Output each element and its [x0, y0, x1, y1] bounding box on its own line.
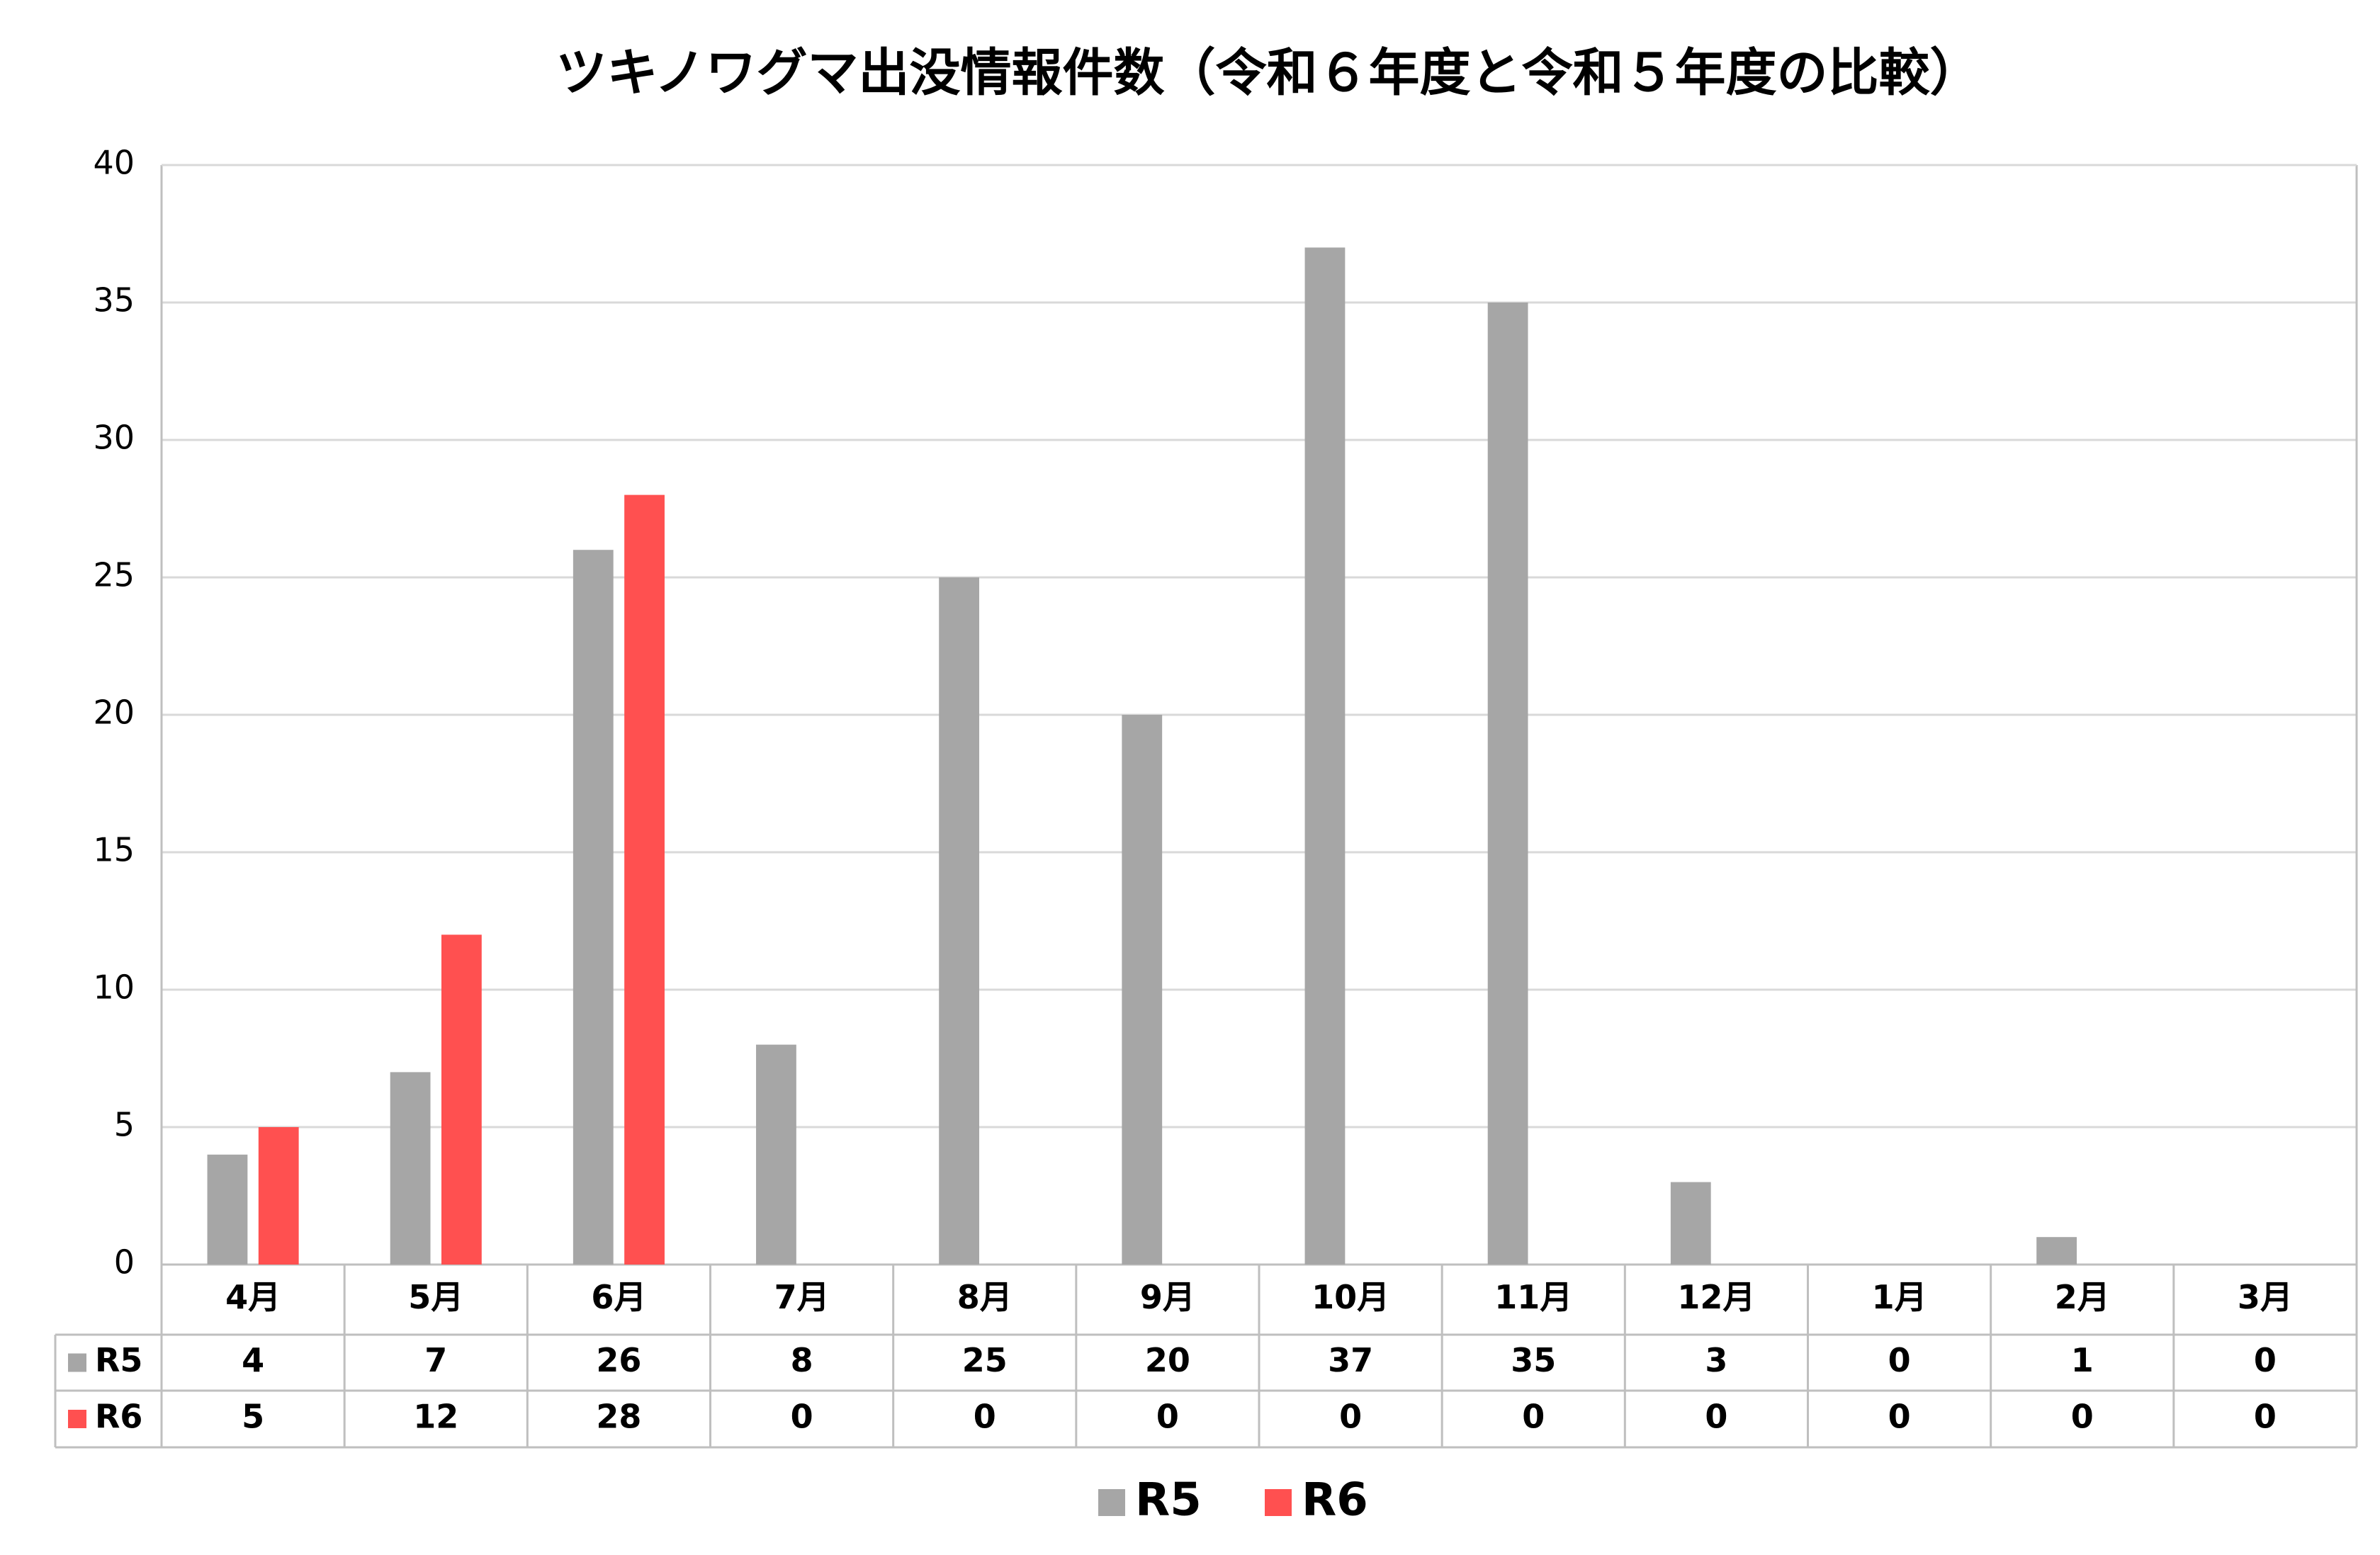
legend-label: R6 [1302, 1474, 1368, 1527]
bar [207, 1154, 248, 1265]
table-value: 37 [1328, 1341, 1373, 1379]
bar [2036, 1237, 2077, 1265]
bar [390, 1072, 431, 1265]
bar [258, 1127, 299, 1265]
table-value: 1 [2071, 1341, 2094, 1379]
table-value: 0 [1339, 1398, 1362, 1436]
y-tick-label: 5 [114, 1106, 135, 1144]
legend-key [68, 1353, 86, 1372]
x-tick-label: 3月 [2238, 1278, 2293, 1316]
bar [1304, 247, 1346, 1265]
table-value: 8 [791, 1341, 813, 1379]
x-tick-label: 5月 [408, 1278, 463, 1316]
bar [756, 1044, 796, 1265]
bar [1122, 715, 1163, 1265]
x-tick-label: 1月 [1872, 1278, 1927, 1316]
y-tick-label: 25 [93, 556, 135, 594]
x-tick-label: 4月 [225, 1278, 281, 1316]
table-value: 4 [242, 1341, 264, 1379]
y-tick-label: 20 [93, 694, 135, 732]
table-value: 7 [424, 1341, 447, 1379]
row-header: R6 [95, 1398, 142, 1436]
legend-key [1265, 1489, 1292, 1516]
y-tick-label: 15 [93, 831, 135, 869]
x-tick-label: 9月 [1140, 1278, 1195, 1316]
x-tick-label: 2月 [2055, 1278, 2110, 1316]
x-tick-label: 10月 [1312, 1278, 1389, 1316]
x-tick-label: 11月 [1494, 1278, 1572, 1316]
table-value: 5 [242, 1398, 264, 1436]
table-value: 0 [1522, 1398, 1545, 1436]
bar [624, 494, 665, 1265]
table-value: 0 [791, 1398, 813, 1436]
chart-title: ツキノワグマ出没情報件数（令和６年度と令和５年度の比較） [556, 43, 1981, 103]
table-value: 3 [1705, 1341, 1727, 1379]
bar [441, 934, 482, 1265]
table-value: 25 [962, 1341, 1008, 1379]
bar [939, 577, 980, 1265]
table-value: 0 [2254, 1341, 2277, 1379]
table-value: 0 [2254, 1398, 2277, 1436]
table-value: 0 [1888, 1398, 1911, 1436]
bar [1487, 302, 1528, 1265]
x-tick-label: 8月 [957, 1278, 1013, 1316]
table-value: 0 [974, 1398, 996, 1436]
legend-label: R5 [1135, 1474, 1202, 1527]
table-value: 35 [1511, 1341, 1556, 1379]
table-value: 12 [413, 1398, 458, 1436]
table-value: 20 [1145, 1341, 1190, 1379]
y-tick-label: 0 [114, 1243, 135, 1282]
table-value: 26 [596, 1341, 641, 1379]
x-tick-label: 6月 [591, 1278, 646, 1316]
y-tick-label: 30 [93, 419, 135, 457]
x-tick-label: 7月 [774, 1278, 830, 1316]
table-value: 0 [1888, 1341, 1911, 1379]
table-value: 0 [1705, 1398, 1727, 1436]
table-value: 28 [596, 1398, 641, 1436]
x-tick-label: 12月 [1677, 1278, 1755, 1316]
y-tick-label: 10 [93, 968, 135, 1007]
legend-key [68, 1410, 86, 1428]
row-header: R5 [95, 1341, 142, 1379]
table-value: 0 [2071, 1398, 2094, 1436]
bar [573, 550, 614, 1265]
y-tick-label: 40 [93, 144, 135, 182]
table-value: 0 [1156, 1398, 1179, 1436]
bar [1670, 1182, 1711, 1265]
y-tick-label: 35 [93, 281, 135, 320]
legend-key [1098, 1489, 1125, 1516]
